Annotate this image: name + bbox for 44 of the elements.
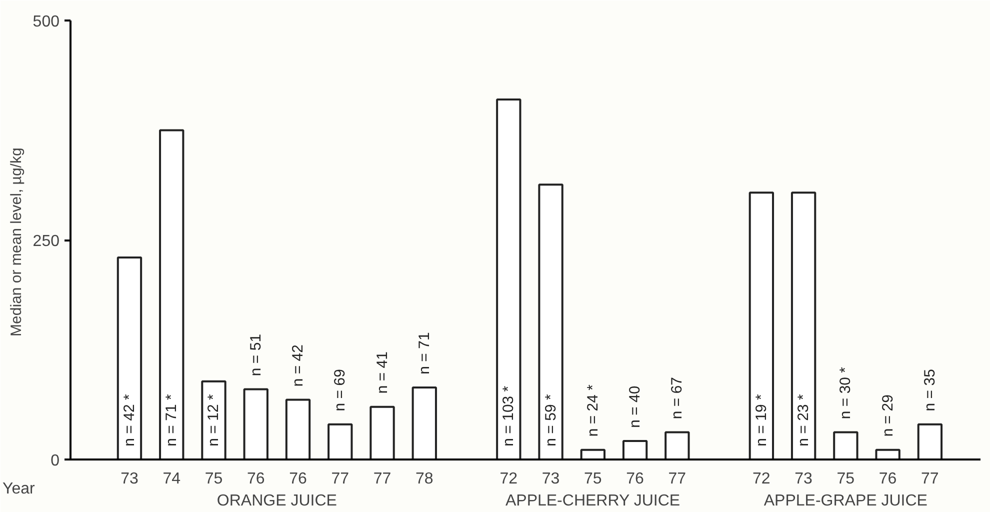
annotation: n = 69: [332, 369, 349, 412]
x-tick-label: 75: [584, 470, 602, 488]
x-tick-label: 73: [542, 470, 560, 488]
annotation: n = 71 *: [163, 394, 180, 446]
x-tick-label: 78: [415, 470, 434, 488]
y-tick-label: 500: [32, 14, 60, 30]
annotation: n = 42 *: [120, 394, 138, 446]
x-tick-label: 76: [878, 470, 897, 488]
text: APPLE-GRAPE JUICE: [764, 492, 928, 510]
x-tick-label: 72: [500, 470, 518, 488]
annotation: n = 51: [247, 334, 264, 376]
x-tick-label: 75: [204, 470, 223, 488]
text: ORANGE JUICE: [216, 492, 337, 510]
x-tick-label: 77: [331, 470, 350, 488]
annotation: n = 23 *: [795, 394, 812, 446]
x-tick-label: 74: [162, 470, 181, 488]
annotation: n = 103 *: [500, 386, 518, 446]
x-tick-label: 77: [668, 470, 686, 488]
annotation: n = 29: [879, 394, 896, 437]
annotation: n = 12 *: [205, 394, 222, 446]
x-tick-label: 75: [836, 470, 855, 488]
annotation: n = 40: [626, 386, 644, 428]
x-tick-label: 73: [120, 470, 138, 488]
text: APPLE-CHERRY JUICE: [505, 492, 680, 510]
x-tick-label: 76: [626, 470, 644, 488]
x-tick-label: 76: [289, 470, 307, 488]
y-tick-label: 250: [32, 233, 60, 250]
annotation: n = 71: [416, 332, 433, 374]
annotation: n = 19 *: [752, 394, 770, 446]
annotation: n = 24 *: [584, 384, 602, 437]
x-tick-label: 77: [921, 470, 939, 488]
annotation: n = 59 *: [542, 394, 560, 446]
annotation: n = 42: [290, 344, 306, 387]
annotation: n = 41: [374, 352, 391, 394]
annotation: n = 35: [921, 369, 938, 412]
x-tick-label: 72: [752, 470, 770, 488]
text: Year: [2, 480, 36, 498]
y-tick-label: 0: [50, 452, 60, 470]
annotation: n = 30 *: [837, 366, 854, 420]
x-tick-label: 77: [373, 470, 392, 488]
annotation: n = 67: [668, 376, 686, 420]
x-tick-label: 76: [246, 470, 265, 488]
y-axis-title: Median or mean level, µg/kg: [8, 148, 25, 336]
x-tick-label: 73: [794, 470, 813, 488]
